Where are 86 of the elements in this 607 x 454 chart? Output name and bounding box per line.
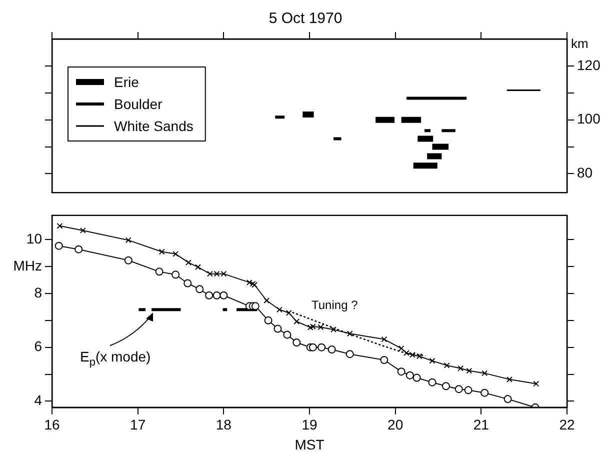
point [307, 324, 314, 330]
point [404, 350, 410, 356]
point [533, 380, 540, 387]
point [428, 378, 436, 386]
legend-label: Boulder [114, 96, 163, 112]
point [56, 222, 63, 229]
point [292, 338, 301, 347]
point [184, 279, 192, 288]
point [442, 382, 450, 390]
y2-tick-label: 120 [577, 56, 601, 73]
point [346, 330, 353, 337]
point [251, 302, 260, 310]
point [398, 345, 404, 352]
point [158, 248, 165, 255]
point [504, 395, 512, 404]
point [214, 270, 220, 277]
chart-title: 5 Oct 1970 [268, 10, 342, 28]
point [458, 365, 464, 372]
point [124, 256, 132, 264]
point [264, 316, 272, 324]
point [206, 270, 213, 277]
point [264, 298, 270, 304]
point [406, 371, 414, 380]
point [397, 368, 406, 376]
y-tick-label: 8 [34, 284, 42, 300]
point [410, 352, 416, 358]
point [480, 388, 489, 397]
x-tick-label: 20 [388, 416, 404, 433]
point [381, 336, 388, 342]
y-tick-label: 4 [34, 392, 42, 408]
point [482, 370, 488, 376]
x-tick-label: 18 [216, 416, 232, 433]
y2-tick-label: 100 [577, 110, 601, 127]
x-axis-title: MST [294, 436, 325, 452]
x-tick-label: 22 [559, 416, 575, 433]
point [250, 280, 256, 287]
point [380, 356, 388, 364]
annotation: Tuning ? [312, 298, 358, 312]
point [308, 343, 317, 352]
y-tick-label: MHz [13, 257, 42, 274]
point [220, 270, 227, 277]
point [444, 362, 450, 368]
legend-label: Erie [114, 74, 140, 90]
point [416, 353, 422, 360]
x-tick-label: 19 [302, 416, 318, 433]
point [74, 245, 83, 254]
point [212, 291, 221, 300]
x-tick-label: 16 [44, 416, 60, 433]
point [506, 376, 512, 382]
point [346, 350, 354, 358]
point [80, 228, 86, 234]
point [252, 282, 258, 288]
point [274, 324, 282, 333]
point [283, 330, 292, 339]
y2-tick-label: 80 [577, 164, 593, 181]
point [412, 374, 421, 382]
point [220, 291, 228, 300]
y-tick-label: 6 [34, 338, 42, 354]
point [294, 318, 300, 324]
point [328, 346, 336, 354]
point [276, 306, 282, 313]
point [286, 310, 292, 316]
point [246, 279, 252, 286]
point [454, 385, 463, 394]
point [205, 291, 214, 300]
point [330, 326, 337, 333]
x-tick-label: 17 [130, 416, 146, 433]
point [318, 343, 326, 352]
point [310, 324, 316, 330]
line-series [292, 312, 426, 356]
y-tick-label: 10 [26, 230, 42, 246]
legend-label: White Sands [114, 118, 194, 134]
point [186, 260, 192, 266]
point [172, 270, 180, 279]
point [466, 368, 472, 374]
point [196, 285, 204, 294]
y2-axis-title: km [571, 36, 588, 52]
point [54, 242, 63, 250]
point [125, 237, 132, 244]
point [429, 358, 436, 364]
point [194, 264, 201, 270]
point [318, 324, 324, 330]
x-tick-label: 21 [473, 416, 490, 433]
point [464, 386, 472, 394]
point [172, 250, 179, 257]
point [155, 268, 164, 276]
